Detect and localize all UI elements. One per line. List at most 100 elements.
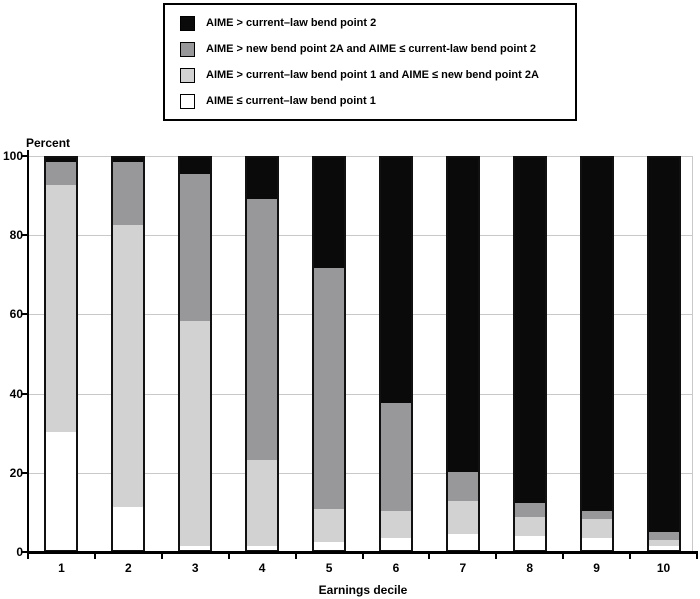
bar-segment xyxy=(581,158,612,511)
x-tick xyxy=(27,554,29,559)
bar-segment xyxy=(180,173,211,321)
bar-segment xyxy=(247,199,278,460)
bar-decile-2 xyxy=(111,156,146,552)
bar-segment xyxy=(581,538,612,550)
bar-segment xyxy=(113,161,144,225)
gridline xyxy=(28,472,693,474)
x-axis-label: 5 xyxy=(325,561,333,575)
bar-segment xyxy=(113,506,144,550)
y-tick xyxy=(21,551,28,553)
legend-swatch-icon xyxy=(180,41,195,57)
x-axis-label: 7 xyxy=(459,561,467,575)
legend-label: AIME > new bend point 2A and AIME ≤ curr… xyxy=(206,43,537,55)
bar-decile-4 xyxy=(245,156,280,552)
x-axis-label: 2 xyxy=(125,561,132,575)
bar-decile-7 xyxy=(445,156,480,552)
bar-segment xyxy=(648,546,679,550)
x-tick xyxy=(696,554,698,559)
bar-segment xyxy=(581,518,612,539)
bar-segment xyxy=(247,158,278,200)
x-axis-label: 3 xyxy=(191,561,199,575)
legend-label: AIME ≤ current–law bend point 1 xyxy=(206,95,376,107)
bar-segment xyxy=(46,158,77,162)
y-axis-label: 20 xyxy=(9,465,23,480)
x-tick xyxy=(562,554,565,559)
x-tick xyxy=(495,554,498,559)
x-axis-label: 9 xyxy=(593,561,600,575)
legend-swatch-icon xyxy=(180,93,195,109)
bar-segment xyxy=(46,185,77,433)
legend: AIME > current–law bend point 2 AIME > ne… xyxy=(163,3,577,121)
gridline xyxy=(28,393,693,395)
plot-right-frame xyxy=(692,156,693,552)
bar-segment xyxy=(447,158,478,472)
x-tick xyxy=(93,554,96,559)
y-axis-label: 0 xyxy=(16,545,23,559)
legend-swatch-icon xyxy=(180,15,195,31)
plot-area xyxy=(28,156,693,552)
gridline xyxy=(28,314,693,316)
bar-segment xyxy=(648,540,679,547)
bar-segment xyxy=(247,546,278,550)
bar-segment xyxy=(314,542,345,550)
bar-segment xyxy=(180,158,211,174)
bar-segment xyxy=(648,532,679,541)
bar-segment xyxy=(180,320,211,547)
bar-segment xyxy=(247,459,278,547)
x-axis-label: 1 xyxy=(58,561,65,575)
legend-item: AIME ≤ current–law bend point 1 xyxy=(180,93,575,109)
bar-segment xyxy=(180,546,211,550)
bar-segment xyxy=(46,161,77,186)
x-tick xyxy=(428,554,431,559)
bar-decile-3 xyxy=(178,156,213,552)
x-tick xyxy=(629,554,632,559)
gridline xyxy=(28,156,693,157)
y-tick xyxy=(21,471,28,474)
bar-decile-8 xyxy=(512,156,547,552)
bar-segment xyxy=(514,516,545,537)
y-tick xyxy=(21,392,28,395)
legend-item: AIME > new bend point 2A and AIME ≤ curr… xyxy=(180,41,575,57)
bar-segment xyxy=(380,158,411,404)
y-axis-label: 80 xyxy=(9,228,23,243)
bar-decile-9 xyxy=(579,156,614,552)
y-axis-title: Percent xyxy=(26,136,71,150)
legend-item: AIME > current–law bend point 1 and AIME… xyxy=(180,67,575,83)
y-tick xyxy=(21,155,28,157)
y-axis-label: 40 xyxy=(9,386,23,401)
bar-segment xyxy=(514,536,545,550)
bar-segment xyxy=(514,502,545,517)
x-axis-label: 4 xyxy=(258,561,266,575)
bar-segment xyxy=(380,510,411,539)
legend-label: AIME > current–law bend point 1 and AIME… xyxy=(206,69,539,81)
bar-segment xyxy=(314,508,345,543)
bar-segment xyxy=(314,267,345,509)
x-tick xyxy=(294,554,297,559)
x-axis-line xyxy=(27,551,698,554)
bar-segment xyxy=(46,432,77,550)
x-tick xyxy=(227,554,230,559)
bar-segment xyxy=(447,534,478,550)
bar-decile-1 xyxy=(44,156,79,552)
bar-decile-10 xyxy=(646,156,681,552)
bar-segment xyxy=(514,158,545,503)
bar-segment xyxy=(447,471,478,502)
x-axis-title: Earnings decile xyxy=(318,583,408,597)
y-tick xyxy=(21,313,28,316)
bar-segment xyxy=(314,158,345,268)
x-axis-label: 10 xyxy=(656,561,671,575)
gridline xyxy=(28,235,693,237)
y-axis-line xyxy=(27,150,29,554)
bar-segment xyxy=(113,158,144,162)
legend-item: AIME > current–law bend point 2 xyxy=(180,15,575,31)
bar-segment xyxy=(447,501,478,535)
bar-segment xyxy=(380,538,411,550)
bar-decile-6 xyxy=(378,156,413,552)
x-axis-label: 6 xyxy=(392,561,400,575)
bar-segment xyxy=(380,403,411,511)
x-axis-label: 8 xyxy=(526,561,534,575)
bar-decile-5 xyxy=(312,156,347,552)
y-axis-label: 60 xyxy=(9,307,23,322)
bar-segment xyxy=(648,158,679,533)
